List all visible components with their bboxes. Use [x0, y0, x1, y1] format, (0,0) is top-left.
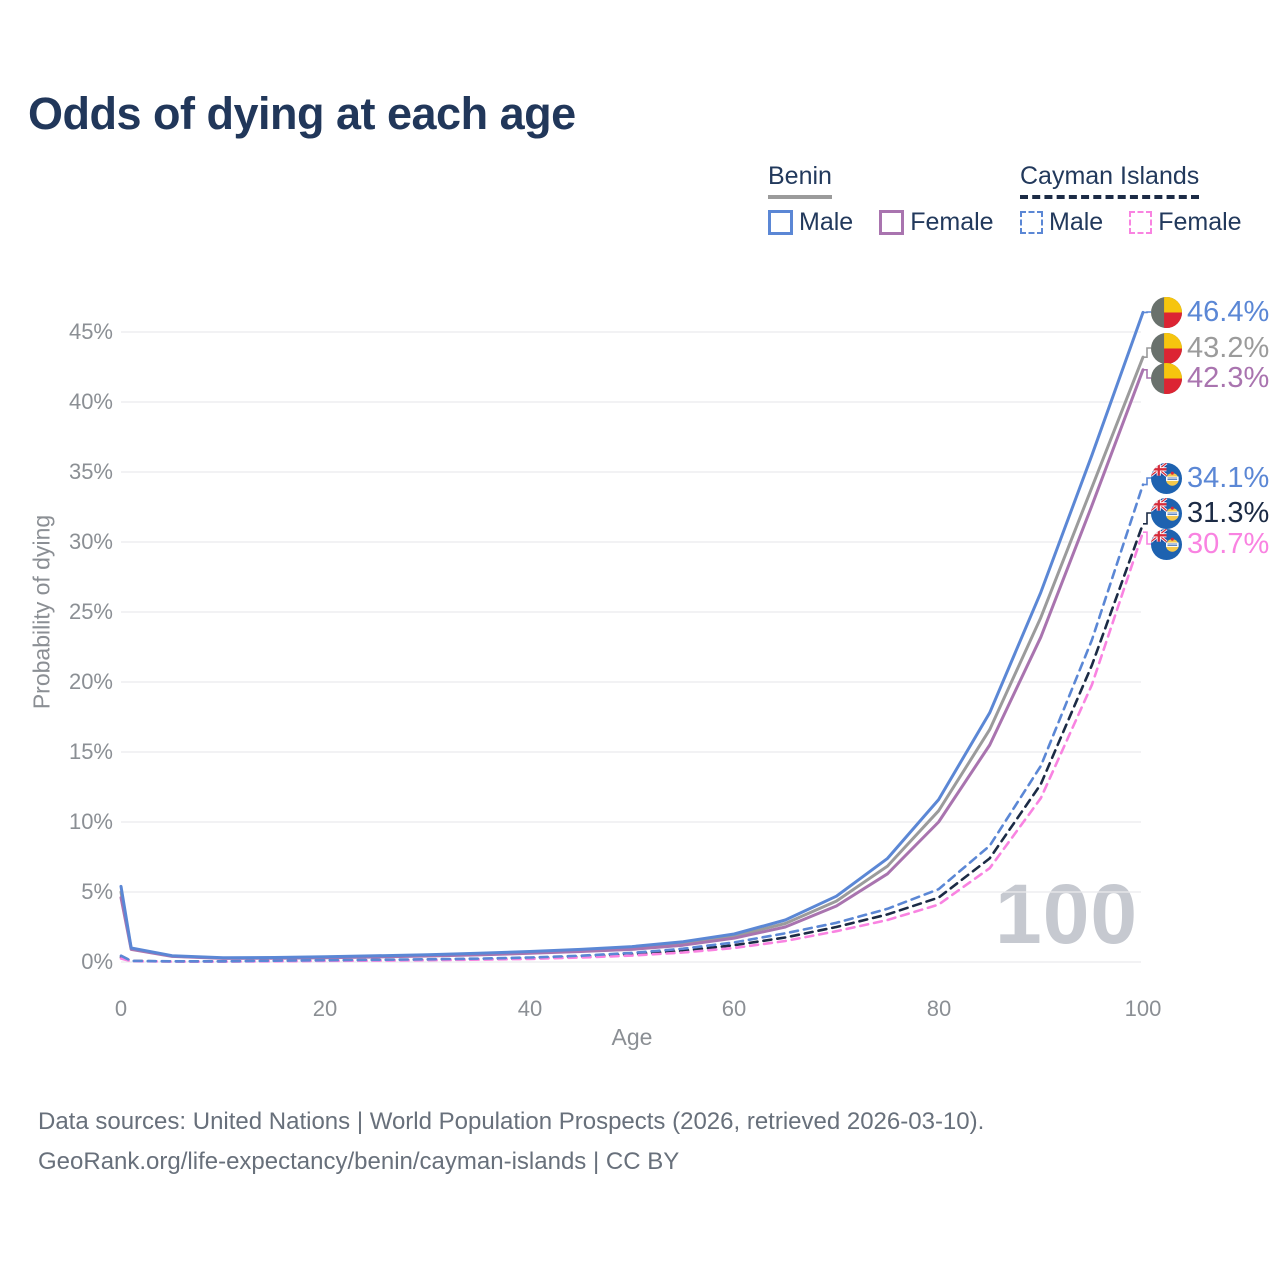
y-tick-15: 15% [68, 739, 113, 764]
x-tick-60: 60 [721, 996, 747, 1021]
end-value: 43.2% [1187, 331, 1270, 364]
legend-label: Female [1158, 208, 1242, 236]
legend-label: Male [1049, 208, 1104, 236]
y-tick-45: 45% [68, 319, 113, 344]
legend-item-cayman-female: Female [1129, 208, 1242, 237]
end-value: 30.7% [1187, 527, 1270, 560]
cayman-islands-flag-icon [1151, 528, 1182, 560]
cayman-islands-flag-icon [1151, 462, 1182, 494]
end-value: 42.3% [1187, 361, 1270, 394]
legend-country-cayman: Cayman Islands [1020, 162, 1200, 199]
end-value: 34.1% [1187, 461, 1270, 494]
data-sources-text: Data sources: United Nations | World Pop… [38, 1108, 985, 1135]
end-label-benin-male: 46.4% [1151, 295, 1269, 329]
end-label-cayman-female: 30.7% [1151, 527, 1269, 561]
benin-male-swatch-icon [768, 210, 793, 235]
end-value: 31.3% [1187, 496, 1270, 529]
legend-label: Female [910, 208, 994, 236]
legend-item-cayman-male: Male [1020, 208, 1103, 237]
cayman-female-swatch-icon [1129, 211, 1153, 234]
benin-flag-icon [1151, 296, 1182, 328]
legend-group-cayman: Cayman Islands Male Female [1020, 162, 1242, 237]
benin-female-swatch-icon [879, 210, 905, 235]
y-tick-35: 35% [68, 459, 113, 484]
legend-item-benin-female: Female [879, 208, 994, 237]
benin-flag-icon [1151, 332, 1182, 364]
x-tick-100: 100 [1124, 996, 1162, 1021]
x-tick-0: 0 [114, 996, 128, 1021]
y-tick-25: 25% [68, 599, 113, 624]
x-tick-80: 80 [926, 996, 952, 1021]
y-tick-30: 30% [68, 529, 113, 554]
benin-flag-icon [1151, 362, 1182, 394]
chart-title: Odds of dying at each age [28, 88, 576, 139]
end-label-cayman-both: 31.3% [1151, 496, 1269, 530]
end-label-benin-female: 42.3% [1151, 361, 1269, 395]
x-axis-title: Age [611, 1024, 653, 1050]
x-tick-20: 20 [312, 996, 338, 1021]
legend-country-benin: Benin [768, 162, 832, 199]
legend-group-benin: Benin Male Female [768, 162, 994, 237]
cayman-male-swatch-icon [1020, 211, 1043, 234]
attribution-link-text[interactable]: GeoRank.org/life-expectancy/benin/cayman… [38, 1148, 680, 1175]
y-tick-5: 5% [81, 879, 113, 904]
age-watermark: 100 [995, 867, 1139, 961]
y-tick-40: 40% [68, 389, 113, 414]
legend-item-benin-male: Male [768, 208, 853, 237]
y-tick-20: 20% [68, 669, 113, 694]
x-tick-40: 40 [517, 996, 543, 1021]
y-tick-10: 10% [68, 809, 113, 834]
end-value: 46.4% [1187, 295, 1270, 328]
cayman-islands-flag-icon [1151, 497, 1182, 529]
y-tick-0: 0% [81, 949, 113, 974]
legend-label: Male [799, 208, 854, 236]
end-label-benin-both: 43.2% [1151, 331, 1269, 365]
end-label-cayman-male: 34.1% [1151, 461, 1269, 495]
